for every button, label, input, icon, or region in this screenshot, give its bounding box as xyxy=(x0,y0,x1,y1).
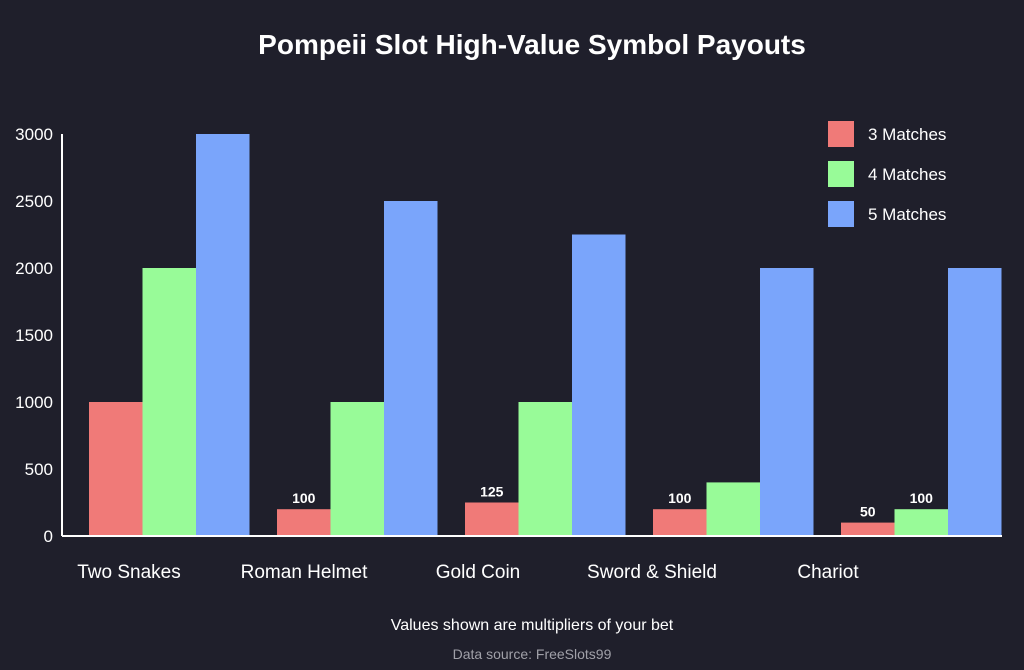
data-label: 100 xyxy=(910,490,934,506)
bar-3-matches xyxy=(841,522,895,536)
bar-4-matches xyxy=(330,402,384,536)
x-tick-label: Chariot xyxy=(797,562,859,583)
data-label: 100 xyxy=(668,490,692,506)
x-axis: Two Snakes Roman Helmet Gold Coin Sword & S… xyxy=(62,535,1002,583)
data-label: 125 xyxy=(480,484,504,500)
bars-group: 100 125 100 50 100 xyxy=(89,134,1002,536)
bar-5-matches xyxy=(384,201,438,536)
bar-5-matches xyxy=(948,268,1002,536)
data-label: 100 xyxy=(292,490,316,506)
x-tick-label: Sword & Shield xyxy=(587,562,717,583)
data-source: Data source: FreeSlots99 xyxy=(453,646,612,662)
chart-title: Pompeii Slot High-Value Symbol Payouts xyxy=(258,29,806,60)
y-tick-label: 1500 xyxy=(15,326,53,345)
legend-swatch xyxy=(828,121,854,147)
bar-3-matches xyxy=(653,509,707,536)
multiplier-note: Values shown are multipliers of your bet xyxy=(391,617,674,634)
bar-4-matches xyxy=(706,482,760,536)
y-tick-label: 1000 xyxy=(15,393,53,412)
y-tick-label: 500 xyxy=(25,460,53,479)
bar-4-matches xyxy=(142,268,196,536)
y-axis: 0 500 1000 1500 2000 2500 3000 xyxy=(15,125,63,546)
y-tick-label: 2000 xyxy=(15,259,53,278)
y-tick-label: 2500 xyxy=(15,192,53,211)
x-tick-label: Roman Helmet xyxy=(241,562,368,583)
bar-3-matches xyxy=(465,502,519,536)
legend-label: 3 Matches xyxy=(868,125,946,144)
bar-4-matches xyxy=(894,509,948,536)
bar-5-matches xyxy=(196,134,250,536)
y-tick-label: 3000 xyxy=(15,125,53,144)
x-tick-label: Gold Coin xyxy=(436,562,521,583)
legend-swatch xyxy=(828,201,854,227)
legend-label: 5 Matches xyxy=(868,205,946,224)
bar-5-matches xyxy=(572,234,626,536)
bar-4-matches xyxy=(518,402,572,536)
data-label: 50 xyxy=(860,504,876,520)
bar-3-matches xyxy=(277,509,331,536)
bar-5-matches xyxy=(760,268,814,536)
bar-3-matches xyxy=(89,402,143,536)
x-tick-label: Two Snakes xyxy=(77,562,181,583)
legend-label: 4 Matches xyxy=(868,165,946,184)
legend-swatch xyxy=(828,161,854,187)
legend: 3 Matches 4 Matches 5 Matches xyxy=(828,121,946,227)
y-tick-label: 0 xyxy=(44,527,53,546)
